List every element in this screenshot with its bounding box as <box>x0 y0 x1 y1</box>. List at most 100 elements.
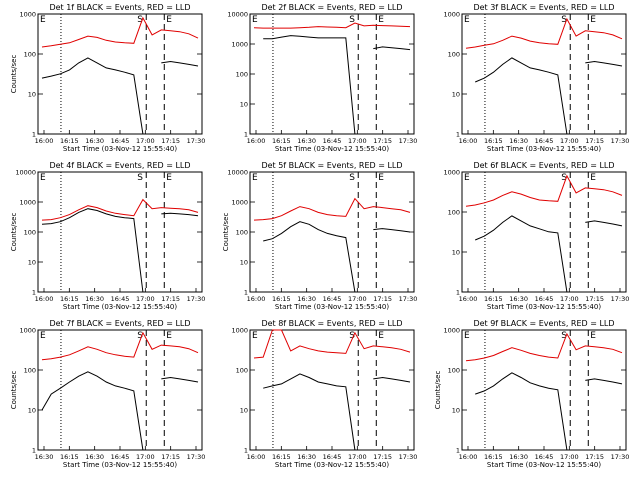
marker-label-s: S <box>561 173 567 183</box>
x-axis-label: Start Time (03-Nov-12 15:55:40) <box>275 303 389 311</box>
x-tick-label: 16:45 <box>111 137 130 145</box>
y-tick-label: 1000 <box>19 199 36 207</box>
x-tick-label: 16:15 <box>60 137 79 145</box>
marker-label-start: E <box>464 15 470 25</box>
marker-label-start: E <box>252 173 258 183</box>
x-tick-label: 17:15 <box>373 137 392 145</box>
y-tick-label: 100 <box>236 71 248 79</box>
x-tick-label: 17:30 <box>399 453 418 461</box>
y-tick-label: 1000 <box>443 169 460 177</box>
x-tick-label: 17:15 <box>161 453 180 461</box>
lld-series-line <box>465 174 623 207</box>
y-tick-label: 10 <box>28 259 36 267</box>
x-tick-label: 16:30 <box>297 137 316 145</box>
y-tick-label: 10 <box>452 407 460 415</box>
x-tick-label: 16:00 <box>247 137 266 145</box>
x-tick-label: 16:15 <box>60 295 79 303</box>
x-tick-label: 16:00 <box>35 295 54 303</box>
lld-series-line <box>465 332 623 362</box>
y-tick-label: 1000 <box>231 327 248 335</box>
x-tick-label: 16:45 <box>111 453 130 461</box>
x-tick-label: 17:30 <box>399 295 418 303</box>
events-series-line <box>263 221 411 293</box>
chart-title: Det 3f BLACK = Events, RED = LLD <box>473 3 614 12</box>
lld-series-line <box>253 197 411 221</box>
x-tick-label: 16:30 <box>35 453 54 461</box>
y-tick-label: 10000 <box>227 169 248 177</box>
events-series-line <box>41 208 199 293</box>
y-axis-label: Counts/sec <box>10 55 18 94</box>
chart-panel-6: Det 6f BLACK = Events, RED = LLD 1 10 100 10… <box>443 161 629 311</box>
events-series-line <box>41 57 199 135</box>
y-tick-label: 1 <box>244 447 248 455</box>
x-tick-label: 17:00 <box>136 295 155 303</box>
x-tick-label: 17:15 <box>373 453 392 461</box>
y-axis-label: Counts/sec <box>10 371 18 410</box>
marker-label-e: E <box>590 15 596 25</box>
y-tick-label: 100 <box>24 229 36 237</box>
y-tick-label: 1 <box>456 447 460 455</box>
x-tick-label: 16:15 <box>484 137 503 145</box>
marker-label-e: E <box>590 331 596 341</box>
marker-label-e: E <box>166 331 172 341</box>
x-axis-label: Start Time (03-Nov-12 15:55:40) <box>487 145 601 153</box>
x-tick-label: 16:45 <box>535 137 554 145</box>
x-tick-label: 16:30 <box>297 453 316 461</box>
y-tick-label: 1000 <box>443 327 460 335</box>
x-tick-label: 16:30 <box>85 137 104 145</box>
x-tick-label: 16:45 <box>535 295 554 303</box>
events-series-line <box>263 373 411 451</box>
lld-series-line <box>253 22 411 29</box>
x-tick-label: 16:00 <box>459 453 478 461</box>
x-axis-label: Start Time (03-Nov-12 15:55:40) <box>63 303 177 311</box>
x-tick-label: 17:15 <box>373 295 392 303</box>
lld-series-line <box>41 16 199 48</box>
x-tick-label: 16:30 <box>85 295 104 303</box>
marker-label-s: S <box>349 15 355 25</box>
x-tick-label: 17:00 <box>348 453 367 461</box>
events-series-line <box>475 57 623 135</box>
y-tick-label: 10 <box>240 259 248 267</box>
y-tick-label: 1000 <box>19 11 36 19</box>
marker-label-s: S <box>137 173 143 183</box>
x-tick-label: 17:30 <box>187 295 206 303</box>
marker-label-start: E <box>464 173 470 183</box>
chart-title: Det 7f BLACK = Events, RED = LLD <box>49 319 190 328</box>
chart-panel-9: Det 9f BLACK = Events, RED = LLD 1 10 100 10… <box>434 319 629 469</box>
x-tick-label: 16:30 <box>509 295 528 303</box>
y-tick-label: 100 <box>448 209 460 217</box>
chart-panel-3: Det 3f BLACK = Events, RED = LLD 1 10 100 10… <box>443 3 629 153</box>
chart-title: Det 5f BLACK = Events, RED = LLD <box>261 161 402 170</box>
y-tick-label: 10 <box>452 91 460 99</box>
x-tick-label: 17:00 <box>348 295 367 303</box>
x-tick-label: 17:00 <box>560 453 579 461</box>
x-tick-label: 17:00 <box>348 137 367 145</box>
x-axis-label: Start Time (03-Nov-12 15:55:40) <box>63 461 177 469</box>
marker-label-e: E <box>378 173 384 183</box>
y-tick-label: 10000 <box>15 169 36 177</box>
x-tick-label: 17:30 <box>611 295 630 303</box>
chart-title: Det 8f BLACK = Events, RED = LLD <box>261 319 402 328</box>
x-tick-label: 16:45 <box>111 295 130 303</box>
y-tick-label: 1 <box>244 289 248 297</box>
y-tick-label: 10 <box>28 91 36 99</box>
plot-frame <box>37 329 203 451</box>
events-series-line <box>475 372 623 451</box>
y-tick-label: 10 <box>240 407 248 415</box>
x-tick-label: 17:00 <box>136 137 155 145</box>
marker-label-start: E <box>252 15 258 25</box>
y-tick-label: 1000 <box>443 11 460 19</box>
x-tick-label: 16:15 <box>484 295 503 303</box>
x-tick-label: 17:00 <box>560 137 579 145</box>
x-tick-label: 17:15 <box>161 137 180 145</box>
marker-label-start: E <box>40 331 46 341</box>
x-axis-label: Start Time (03-Nov-12 15:55:40) <box>487 303 601 311</box>
x-tick-label: 16:00 <box>247 453 266 461</box>
chart-title: Det 2f BLACK = Events, RED = LLD <box>261 3 402 12</box>
y-tick-label: 1 <box>32 131 36 139</box>
marker-label-e: E <box>166 15 172 25</box>
events-series-line <box>263 35 411 135</box>
x-tick-label: 16:30 <box>85 453 104 461</box>
y-tick-label: 1000 <box>231 41 248 49</box>
